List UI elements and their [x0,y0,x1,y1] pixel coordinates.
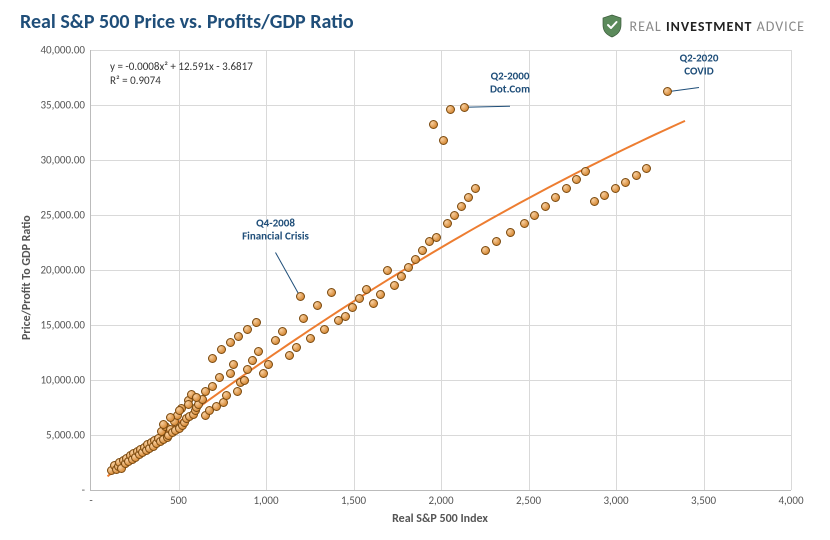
data-point [481,246,490,255]
equation-line-2: R² = 0.9074 [110,74,253,88]
data-point [320,325,329,334]
data-point [432,233,441,242]
data-point [217,345,226,354]
y-tick-label: 5,000.00 [46,429,85,442]
y-axis-label: Price/Profit To GDP Ratio [20,215,34,340]
x-axis-label: Real S&P 500 Index [392,512,488,526]
y-tick-label: 40,000.00 [40,44,85,57]
data-point [299,314,308,323]
equation-line-1: y = -0.0008x² + 12.591x - 3.6817 [110,60,253,74]
plot-area: -5,000.0010,000.0015,000.0020,000.0025,0… [90,50,790,490]
data-point [551,193,560,202]
gridline-v [791,50,792,490]
data-point [369,299,378,308]
data-point [296,292,305,301]
data-point [243,325,252,334]
data-point [457,202,466,211]
data-point [226,338,235,347]
data-point [541,202,550,211]
data-point [450,211,459,220]
data-point [562,184,571,193]
data-point [222,391,231,400]
y-tick-label: 10,000.00 [40,374,85,387]
x-tick-label: 2,500 [516,494,541,507]
brand-logo: REAL INVESTMENT ADVICE [601,14,805,38]
data-point [226,369,235,378]
data-point [166,413,175,422]
data-point [600,191,609,200]
x-tick-label: 3,000 [603,494,628,507]
data-point [184,400,193,409]
chart-container: Real S&P 500 Price vs. Profits/GDP Ratio… [0,0,830,540]
data-point [248,356,257,365]
data-point [632,171,641,180]
shield-icon [601,14,623,38]
data-point [439,136,448,145]
y-tick-label: 25,000.00 [40,209,85,222]
y-tick-label: 35,000.00 [40,99,85,112]
data-point [492,237,501,246]
x-tick-label: 500 [170,494,187,507]
data-point [341,312,350,321]
data-point [233,387,242,396]
data-point [243,365,252,374]
annotation-label: Q2-2000Dot.Com [490,70,530,96]
x-tick-label: 2,000 [428,494,453,507]
data-point [201,387,210,396]
x-tick-label: 1,000 [253,494,278,507]
data-point [271,336,280,345]
data-point [383,266,392,275]
equation-box: y = -0.0008x² + 12.591x - 3.6817 R² = 0.… [110,60,253,89]
data-point [520,219,529,228]
trend-line [90,50,790,490]
x-tick-label: 4,000 [778,494,803,507]
data-point [175,406,184,415]
data-point [418,246,427,255]
data-point [530,211,539,220]
data-point [590,197,599,206]
chart-title: Real S&P 500 Price vs. Profits/GDP Ratio [20,10,354,34]
data-point [306,334,315,343]
data-point [259,369,268,378]
brand-text: REAL INVESTMENT ADVICE [629,18,805,35]
y-tick-label: - [82,484,85,497]
y-tick-label: 30,000.00 [40,154,85,167]
y-tick-label: 20,000.00 [40,264,85,277]
y-tick-label: 15,000.00 [40,319,85,332]
data-point [292,343,301,352]
data-point [234,332,243,341]
x-tick-label: 1,500 [341,494,366,507]
data-point [411,255,420,264]
data-point [506,228,515,237]
data-point [240,376,249,385]
data-point [390,281,399,290]
data-point [254,347,263,356]
data-point [327,288,336,297]
data-point [621,178,630,187]
data-point [313,301,322,310]
data-point [208,354,217,363]
data-point [252,318,261,327]
x-tick-label: - [89,494,92,507]
annotation-label: Q2-2020COVID [680,51,719,77]
x-tick-label: 3,500 [691,494,716,507]
data-point [471,184,480,193]
data-point [376,290,385,299]
data-point [581,167,590,176]
data-point [464,193,473,202]
data-point [460,103,469,112]
data-point [446,105,455,114]
data-point [348,303,357,312]
data-point [429,120,438,129]
data-point [611,184,620,193]
annotation-label: Q4-2008Financial Crisis [242,216,309,242]
data-point [443,219,452,228]
